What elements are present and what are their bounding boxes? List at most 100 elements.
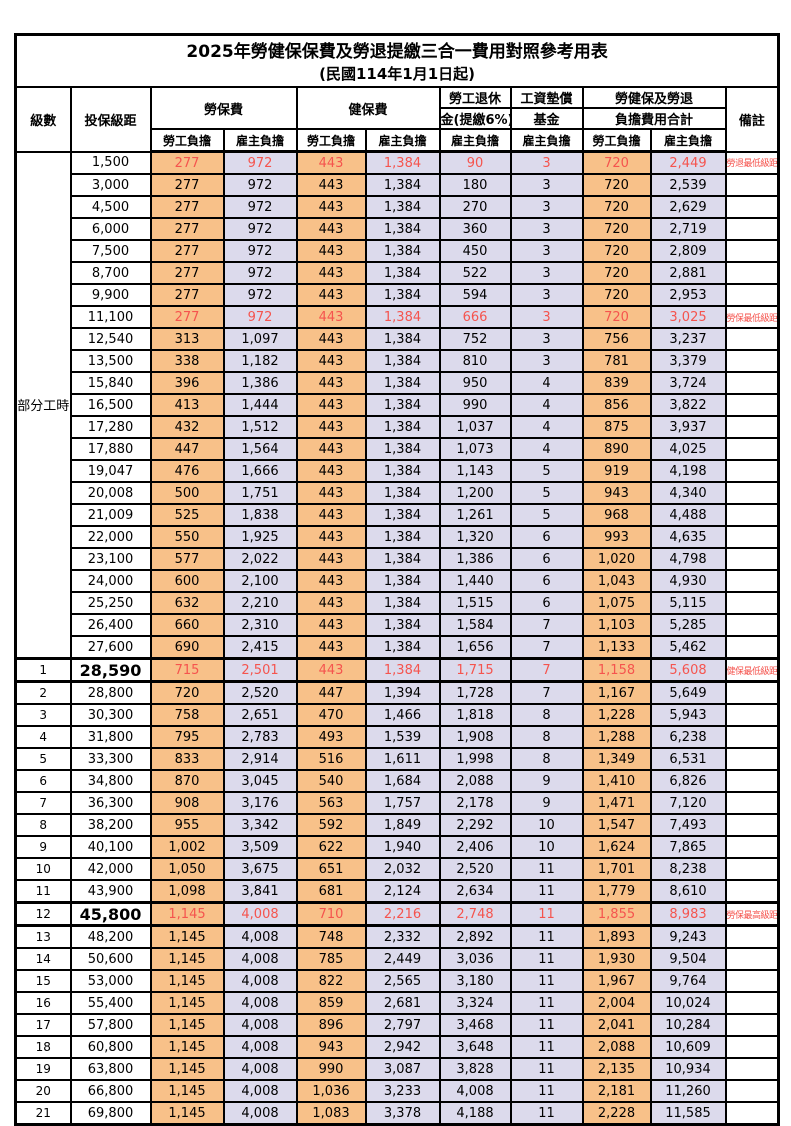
value-cell: 2,181 [581,1079,652,1103]
header-total-employee: 勞工負擔 [581,128,652,153]
value-cell: 7 [509,635,584,660]
value-cell: 4,798 [649,547,727,571]
value-cell: 1,444 [222,393,298,417]
table-row: 20,008 500 1,751 443 1,384 1,200 5 943 4,340 [16,481,780,505]
value-cell: 2,216 [364,901,441,927]
value-cell: 2,210 [222,591,298,615]
remark-cell [724,173,780,197]
value-cell: 600 [149,569,225,593]
value-cell: 1,158 [581,657,652,683]
remark-cell [724,635,780,660]
value-cell: 1,893 [581,924,652,949]
value-cell: 9,764 [649,969,727,993]
value-cell: 1,584 [438,613,512,637]
value-cell: 810 [438,349,512,373]
value-cell: 525 [149,503,225,527]
header-level: 級數 [14,86,72,153]
header-bracket: 投保級距 [69,86,152,153]
level-cell: 2 [14,680,72,705]
value-cell: 972 [222,217,298,241]
value-cell: 908 [149,791,225,815]
value-cell: 1,967 [581,969,652,993]
bracket-cell: 55,400 [69,991,152,1015]
value-cell: 720 [581,173,652,197]
value-cell: 11 [509,901,584,927]
value-cell: 1,075 [581,591,652,615]
value-cell: 493 [295,725,367,749]
value-cell: 3 [509,305,584,329]
table-row: 1 28,590 715 2,501 443 1,384 1,715 7 1,158 5,608 健… [14,657,780,683]
value-cell: 413 [149,393,225,417]
value-cell: 11 [509,1013,584,1037]
header-health-employer: 雇主負擔 [364,128,441,153]
value-cell: 6 [509,547,584,571]
value-cell: 277 [149,217,225,241]
value-cell: 3 [509,349,584,373]
remark-cell: 勞退最低級距 [724,150,780,175]
value-cell: 7 [509,657,584,683]
value-cell: 1,320 [438,525,512,549]
value-cell: 5,285 [649,613,727,637]
value-cell: 7 [509,680,584,705]
value-cell: 432 [149,415,225,439]
value-cell: 968 [581,503,652,527]
value-cell: 9,243 [649,924,727,949]
table-row: 13 48,200 1,145 4,008 748 2,332 2,892 11 1,893 9,… [14,924,780,949]
remark-cell [724,261,780,285]
value-cell: 2,088 [438,769,512,793]
fee-reference-table: 2025年勞健保保費及勞退提繳三合一費用對照參考用表 (民國114年1月1日起)… [14,33,781,1126]
level-cell: 17 [14,1013,72,1037]
table-row: 9,900 277 972 443 1,384 594 3 720 2,953 [16,283,780,307]
value-cell: 1,145 [149,1035,225,1059]
value-cell: 8,983 [649,901,727,927]
value-cell: 1,145 [149,1101,225,1126]
value-cell: 1,002 [149,835,225,859]
value-cell: 4 [509,437,584,461]
remark-cell [724,1035,780,1059]
value-cell: 1,998 [438,747,512,771]
value-cell: 720 [581,217,652,241]
value-cell: 3,025 [649,305,727,329]
table-row: 4,500 277 972 443 1,384 270 3 720 2,629 [16,195,780,219]
table-row: 17,280 432 1,512 443 1,384 1,037 4 875 3,937 [16,415,780,439]
remark-cell [724,239,780,263]
value-cell: 720 [581,239,652,263]
bracket-cell: 15,840 [69,371,152,395]
value-cell: 1,384 [364,635,441,660]
value-cell: 1,386 [222,371,298,395]
value-cell: 748 [295,924,367,949]
remark-cell [724,349,780,373]
bracket-cell: 27,600 [69,635,152,660]
value-cell: 4,008 [222,1101,298,1126]
table-row: 15 53,000 1,145 4,008 822 2,565 3,180 11 1,967 9,… [14,969,780,993]
value-cell: 955 [149,813,225,837]
value-cell: 443 [295,195,367,219]
bracket-cell: 48,200 [69,924,152,949]
value-cell: 9,504 [649,947,727,971]
table-row: 25,250 632 2,210 443 1,384 1,515 6 1,075 5,115 [16,591,780,615]
value-cell: 5 [509,481,584,505]
value-cell: 1,349 [581,747,652,771]
value-cell: 1,133 [581,635,652,660]
value-cell: 1,849 [364,813,441,837]
table-row: 2 28,800 720 2,520 447 1,394 1,728 7 1,167 5,649 [14,680,780,705]
value-cell: 443 [295,657,367,683]
value-cell: 1,043 [581,569,652,593]
remark-cell [724,327,780,351]
remark-cell [724,991,780,1015]
value-cell: 443 [295,217,367,241]
table-row: 21 69,800 1,145 4,008 1,083 3,378 4,188 11 2,228… [14,1101,780,1126]
value-cell: 3,468 [438,1013,512,1037]
value-cell: 1,167 [581,680,652,705]
remark-cell [724,503,780,527]
remark-cell [724,813,780,837]
value-cell: 10,609 [649,1035,727,1059]
value-cell: 11 [509,1035,584,1059]
table-row: 12,540 313 1,097 443 1,384 752 3 756 3,237 [16,327,780,351]
value-cell: 990 [438,393,512,417]
value-cell: 1,394 [364,680,441,705]
value-cell: 1,925 [222,525,298,549]
value-cell: 4,008 [222,1079,298,1103]
value-cell: 720 [581,150,652,175]
value-cell: 8 [509,703,584,727]
